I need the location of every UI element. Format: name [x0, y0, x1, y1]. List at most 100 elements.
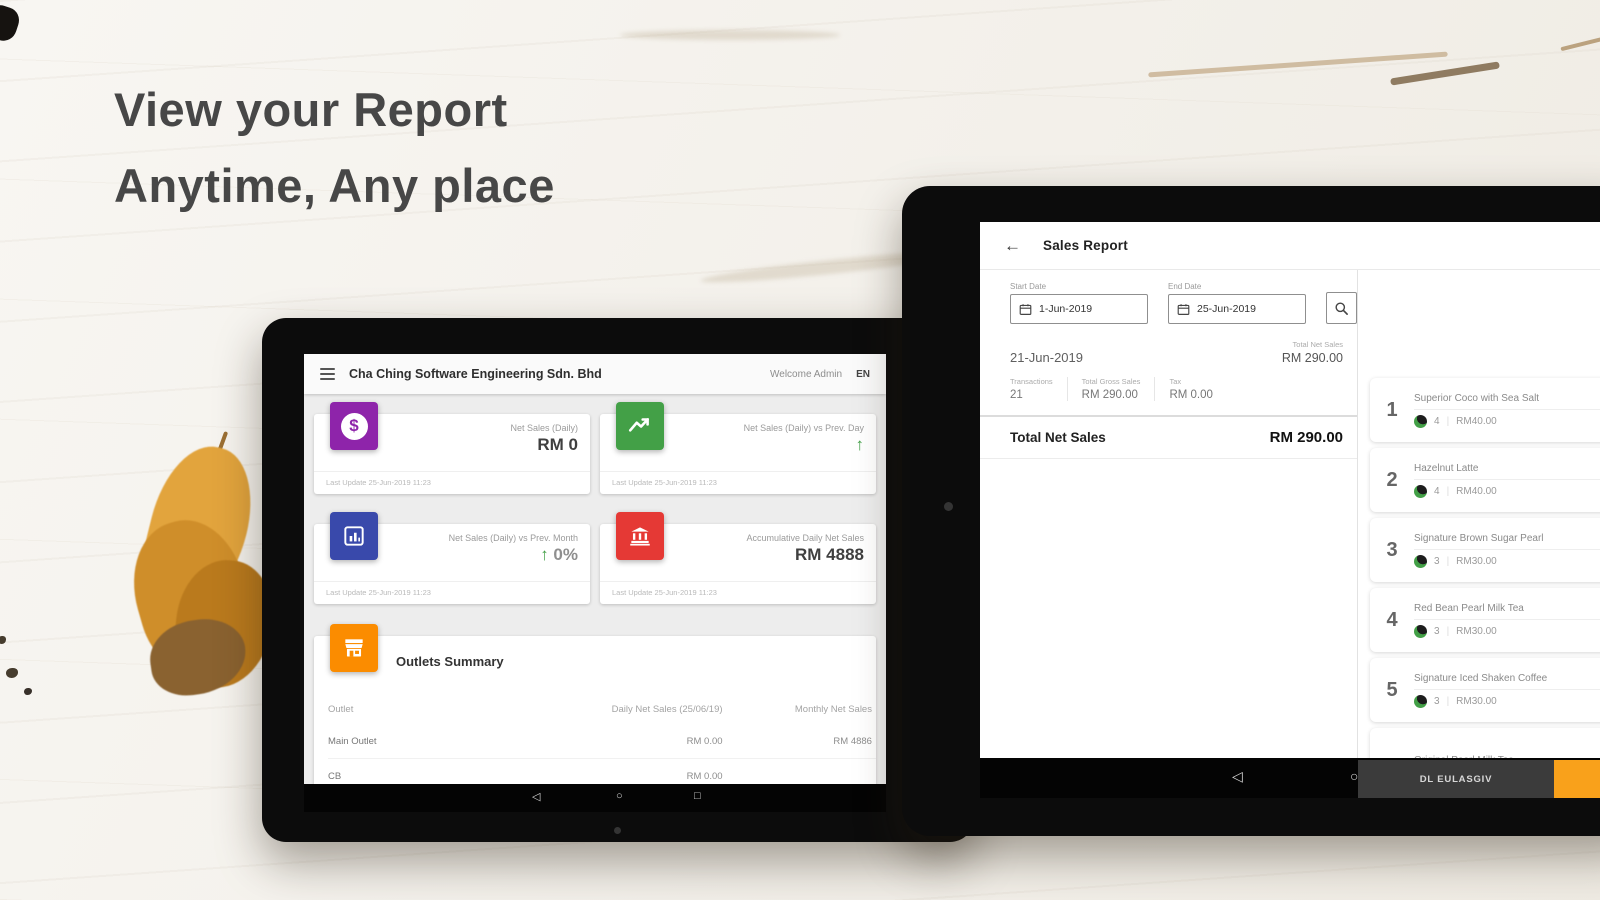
bank-icon	[616, 512, 664, 560]
search-button[interactable]	[1326, 292, 1357, 324]
item-amount: RM40.00	[1456, 415, 1497, 427]
group-date: 21-Jun-2019	[1010, 350, 1083, 365]
calendar-icon	[1177, 303, 1190, 316]
item-name: Signature Iced Shaken Coffee	[1414, 672, 1548, 684]
item-qty: 3	[1434, 625, 1440, 637]
action-bar-accent[interactable]	[1554, 760, 1600, 798]
outlets-table-row: Main Outlet RM 0.00 RM 4886	[328, 724, 876, 759]
item-row-1[interactable]: 1 Superior Coco with Sea Salt 4 | RM40.00	[1370, 378, 1600, 442]
product-icon	[1414, 484, 1427, 498]
store-icon	[330, 624, 378, 672]
card-value: 0%	[553, 545, 578, 564]
nav-back-icon[interactable]: ◁	[532, 791, 541, 803]
card-net-sales-vs-prev-day: Net Sales (Daily) vs Prev. Day ↑ Last Up…	[600, 402, 876, 494]
outlets-summary-card: Outlets Summary Outlet Daily Net Sales (…	[314, 624, 876, 796]
top-items-list: 1 Superior Coco with Sea Salt 4 | RM40.00 …	[1370, 378, 1600, 798]
dashboard-body: $ Net Sales (Daily) RM 0 Last Update 25-…	[304, 394, 886, 796]
bottom-action-bar: DL EULASGIV	[1358, 760, 1600, 798]
twig-decoration	[1390, 61, 1500, 86]
item-amount: RM30.00	[1456, 625, 1497, 637]
trend-up-arrow: ↑	[540, 545, 549, 564]
company-title: Cha Ching Software Engineering Sdn. Bhd	[349, 367, 602, 381]
product-icon	[1414, 694, 1427, 708]
dollar-icon: $	[330, 402, 378, 450]
crumb	[24, 688, 32, 695]
end-date-label: End Date	[1168, 282, 1202, 291]
item-qty: 4	[1434, 415, 1440, 427]
total-net-sales-row: Total Net Sales RM 290.00	[980, 415, 1357, 459]
tablet-logo-dot	[614, 827, 621, 834]
tablet-sales-report: ← Sales Report Start Date	[902, 186, 1600, 836]
start-date-label: Start Date	[1010, 282, 1047, 291]
item-amount: RM40.00	[1456, 485, 1497, 497]
dashboard-screen: Cha Ching Software Engineering Sdn. Bhd …	[304, 354, 886, 812]
card-label: Net Sales (Daily) vs Prev. Day	[743, 423, 864, 433]
card-label: Net Sales (Daily) vs Prev. Month	[448, 533, 578, 543]
report-summary-pane: Start Date 1-Jun-2019 End Date	[980, 270, 1358, 758]
card-label: Net Sales (Daily)	[510, 423, 578, 433]
menu-icon[interactable]	[320, 368, 335, 380]
outlets-table-header: Outlet Daily Net Sales (25/06/19) Monthl…	[328, 703, 872, 715]
nav-recents-icon[interactable]: □	[694, 790, 701, 802]
stat-tax: Tax RM 0.00	[1154, 377, 1226, 401]
item-rank: 3	[1386, 538, 1398, 561]
card-net-sales-daily: $ Net Sales (Daily) RM 0 Last Update 25-…	[314, 402, 590, 494]
item-row-3[interactable]: 3 Signature Brown Sugar Pearl 3 | RM30.00	[1370, 518, 1600, 582]
card-label: Accumulative Daily Net Sales	[746, 533, 864, 543]
action-bar-button[interactable]: DL EULASGIV	[1358, 760, 1554, 798]
sales-report-appbar: ← Sales Report	[980, 222, 1600, 270]
nav-home-icon[interactable]: ○	[1350, 768, 1359, 784]
item-name: Superior Coco with Sea Salt	[1414, 392, 1540, 404]
date-filters: Start Date 1-Jun-2019 End Date	[980, 270, 1357, 324]
item-row-5[interactable]: 5 Signature Iced Shaken Coffee 3 | RM30.00	[1370, 658, 1600, 722]
item-rank: 2	[1386, 468, 1398, 491]
end-date-value: 25-Jun-2019	[1197, 303, 1256, 315]
welcome-text: Welcome Admin	[770, 368, 843, 380]
start-date-input[interactable]: 1-Jun-2019	[1010, 294, 1148, 324]
last-update: Last Update 25-Jun-2019 11:23	[612, 588, 717, 597]
headline: View your Report Anytime, Any place	[114, 72, 555, 224]
product-icon	[1414, 414, 1427, 428]
page-title: Sales Report	[1043, 238, 1128, 253]
item-qty: 4	[1434, 485, 1440, 497]
nav-back-icon[interactable]: ◁	[1232, 768, 1243, 784]
product-icon	[1414, 554, 1427, 568]
item-rank: 5	[1386, 678, 1398, 701]
item-amount: RM30.00	[1456, 695, 1497, 707]
bar-chart-icon	[330, 512, 378, 560]
item-rank: 1	[1386, 398, 1398, 421]
total-net-sales-value: RM 290.00	[1281, 351, 1343, 365]
calendar-icon	[1019, 303, 1032, 316]
language-selector[interactable]: EN	[856, 368, 870, 380]
last-update: Last Update 25-Jun-2019 11:23	[612, 478, 717, 487]
trend-up-arrow: ↑	[855, 435, 865, 454]
item-qty: 3	[1434, 555, 1440, 567]
last-update: Last Update 25-Jun-2019 11:23	[326, 478, 431, 487]
item-qty: 3	[1434, 695, 1440, 707]
item-name: Red Bean Pearl Milk Tea	[1414, 602, 1524, 614]
twig-decoration	[1560, 32, 1600, 52]
report-date-group: 21-Jun-2019 Total Net Sales RM 290.00	[980, 324, 1357, 365]
card-net-sales-vs-prev-month: Net Sales (Daily) vs Prev. Month ↑ 0% La…	[314, 512, 590, 604]
back-arrow-icon[interactable]: ←	[1004, 235, 1021, 255]
sales-report-screen: ← Sales Report Start Date	[980, 222, 1600, 798]
item-rank: 4	[1386, 608, 1398, 631]
outlets-summary-title: Outlets Summary	[396, 654, 504, 669]
wood-streak	[620, 30, 840, 40]
android-navbar: ◁ ○ □	[304, 784, 886, 812]
headline-line1: View your Report	[114, 83, 508, 136]
item-row-4[interactable]: 4 Red Bean Pearl Milk Tea 3 | RM30.00	[1370, 588, 1600, 652]
nav-home-icon[interactable]: ○	[616, 790, 623, 802]
item-name: Signature Brown Sugar Pearl	[1414, 532, 1544, 544]
end-date-input[interactable]: 25-Jun-2019	[1168, 294, 1306, 324]
photo-smudge	[0, 1, 23, 45]
start-date-value: 1-Jun-2019	[1039, 303, 1093, 315]
product-icon	[1414, 624, 1427, 638]
tablet-dashboard: Cha Ching Software Engineering Sdn. Bhd …	[262, 318, 974, 842]
report-stats: Transactions 21 Total Gross Sales RM 290…	[1010, 377, 1343, 401]
item-row-2[interactable]: 2 Hazelnut Latte 4 | RM40.00	[1370, 448, 1600, 512]
dashboard-appbar: Cha Ching Software Engineering Sdn. Bhd …	[304, 354, 886, 394]
total-net-sales-label: Total Net Sales	[1292, 340, 1343, 349]
search-icon	[1334, 301, 1349, 316]
